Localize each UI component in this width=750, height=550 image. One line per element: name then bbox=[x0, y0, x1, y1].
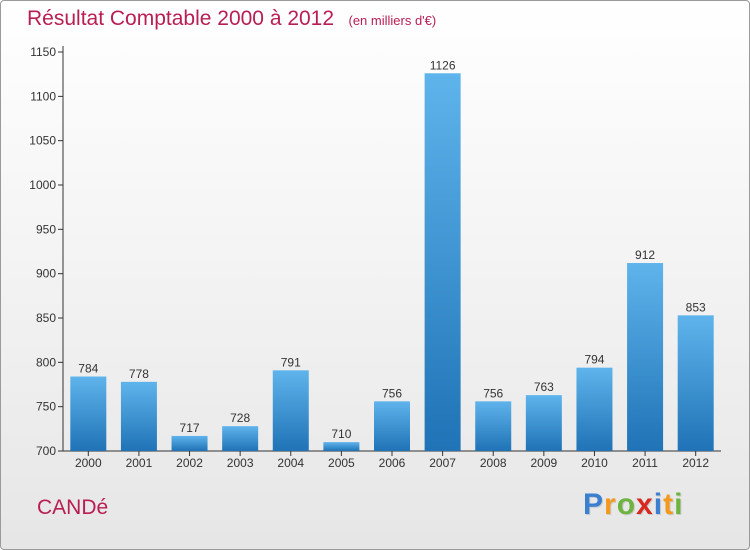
logo-letter: i bbox=[653, 488, 664, 521]
y-tick-label: 750 bbox=[36, 400, 56, 414]
x-tick-label-2001: 2001 bbox=[126, 456, 153, 470]
logo-letter: o bbox=[616, 488, 637, 521]
bar-2011 bbox=[627, 263, 664, 451]
x-axis: 2000 2001 2002 2003 2004 2005 2006 2007 2008 2009… bbox=[63, 450, 721, 470]
chart-title-text: Résultat Comptable 2000 à 2012 bbox=[27, 7, 335, 30]
y-tick-label: 1100 bbox=[30, 89, 56, 103]
value-label-2005: 710 bbox=[331, 427, 351, 441]
value-label-2004: 791 bbox=[281, 355, 301, 369]
bar-2009 bbox=[525, 395, 562, 451]
bar-2001 bbox=[120, 381, 157, 451]
x-tick-label-2004: 2004 bbox=[277, 456, 304, 470]
bar-2010 bbox=[576, 367, 613, 451]
bar-2007 bbox=[424, 73, 461, 451]
y-axis: 700 750 800 850 900 950 1000 1050 1100 1150 bbox=[29, 45, 64, 458]
value-label-2008: 756 bbox=[483, 386, 503, 400]
logo-letter: P bbox=[583, 488, 605, 521]
value-label-2007: 1126 bbox=[430, 58, 456, 72]
value-label-2011: 912 bbox=[635, 248, 655, 262]
proxiti-logo: Proxiti bbox=[583, 488, 683, 522]
y-tick-label: 1050 bbox=[29, 134, 56, 148]
x-tick-label-2007: 2007 bbox=[429, 456, 456, 470]
bar-2002 bbox=[171, 435, 208, 451]
y-tick-label: 700 bbox=[36, 444, 56, 458]
y-tick-label: 950 bbox=[36, 222, 56, 236]
city-name: CANDé bbox=[37, 496, 109, 519]
y-tick-label: 1000 bbox=[29, 178, 56, 192]
value-label-2003: 728 bbox=[230, 411, 250, 425]
value-label-2006: 756 bbox=[382, 386, 402, 400]
x-tick-label-2011: 2011 bbox=[632, 456, 658, 470]
y-tick-label: 1150 bbox=[30, 45, 56, 59]
chart-unit-text: (en milliers d'€) bbox=[348, 13, 437, 28]
x-tick-label-2000: 2000 bbox=[75, 456, 102, 470]
x-tick-label-2002: 2002 bbox=[176, 456, 203, 470]
value-label-2000: 784 bbox=[78, 362, 98, 376]
value-label-2001: 778 bbox=[129, 367, 149, 381]
chart-title: Résultat Comptable 2000 à 2012 (en milli… bbox=[27, 7, 436, 31]
value-labels: 784 778 717 728 791 710 756 1126 756 763 794 912 853 bbox=[78, 58, 706, 441]
logo-letter: i bbox=[674, 488, 684, 521]
x-tick-label-2009: 2009 bbox=[530, 456, 557, 470]
x-tick-label-2010: 2010 bbox=[581, 456, 608, 470]
x-tick-label-2008: 2008 bbox=[480, 456, 507, 470]
value-label-2010: 794 bbox=[584, 353, 604, 367]
value-label-2012: 853 bbox=[686, 300, 706, 314]
logo-letter: x bbox=[636, 488, 654, 521]
bars bbox=[70, 73, 714, 451]
bar-2003 bbox=[222, 426, 259, 451]
bar-2006 bbox=[374, 401, 410, 451]
logo-letter: t bbox=[663, 488, 675, 521]
y-tick-label: 800 bbox=[36, 355, 56, 369]
value-label-2002: 717 bbox=[180, 421, 200, 435]
x-tick-label-2012: 2012 bbox=[682, 456, 709, 470]
y-tick-label: 850 bbox=[36, 311, 56, 325]
x-tick-label-2003: 2003 bbox=[227, 456, 254, 470]
y-tick-label: 900 bbox=[36, 267, 56, 281]
bar-2012 bbox=[677, 315, 714, 451]
logo-letter: r bbox=[604, 488, 617, 521]
x-tick-label-2005: 2005 bbox=[328, 456, 355, 470]
bar-2000 bbox=[70, 376, 107, 451]
value-label-2009: 763 bbox=[534, 380, 554, 394]
bar-2005 bbox=[323, 442, 360, 451]
bar-2008 bbox=[475, 401, 512, 451]
bar-2004 bbox=[272, 370, 309, 451]
x-tick-label-2006: 2006 bbox=[379, 456, 406, 470]
